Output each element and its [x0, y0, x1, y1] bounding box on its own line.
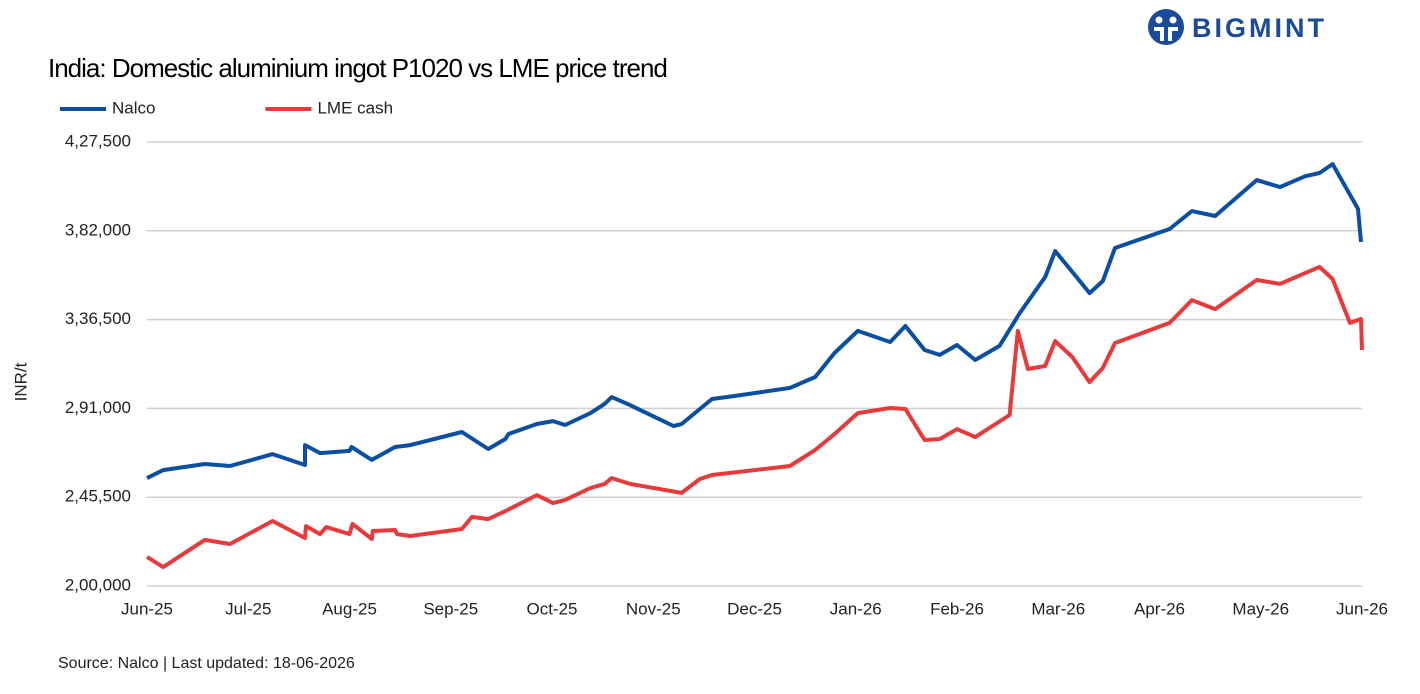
series-line: [146, 162, 1363, 480]
y-axis-label: INR/t: [11, 362, 30, 401]
x-tick-label: Feb-26: [930, 599, 984, 618]
series-line: [145, 264, 1364, 570]
x-tick-label: Dec-25: [727, 599, 782, 618]
x-tick-label: Jun-25: [121, 599, 173, 618]
logo-text: BIGMINT: [1192, 13, 1327, 43]
x-tick-label: Jul-25: [225, 599, 271, 618]
y-tick-label: 2,45,500: [65, 487, 131, 506]
x-tick-label: Mar-26: [1031, 599, 1085, 618]
x-tick-label: Aug-25: [322, 599, 377, 618]
x-tick-label: Apr-26: [1134, 599, 1185, 618]
y-tick-label: 2,00,000: [65, 575, 131, 594]
x-tick-label: Oct-25: [526, 599, 577, 618]
logo-icon: [1148, 9, 1184, 45]
chart-title: India: Domestic aluminium ingot P1020 vs…: [48, 53, 667, 83]
x-tick-label: May-26: [1232, 599, 1289, 618]
y-tick-label: 3,82,000: [65, 220, 131, 239]
source-note: Source: Nalco | Last updated: 18-06-2026: [58, 655, 355, 672]
legend-label: LME cash: [317, 98, 393, 117]
y-tick-label: 4,27,500: [65, 131, 131, 150]
y-tick-label: 2,91,000: [65, 398, 131, 417]
y-tick-label: 3,36,500: [65, 309, 131, 328]
legend-label: Nalco: [112, 98, 155, 117]
x-tick-label: Jun-26: [1336, 599, 1388, 618]
x-tick-label: Nov-25: [626, 599, 681, 618]
x-tick-label: Sep-25: [423, 599, 478, 618]
x-tick-label: Jan-26: [830, 599, 882, 618]
